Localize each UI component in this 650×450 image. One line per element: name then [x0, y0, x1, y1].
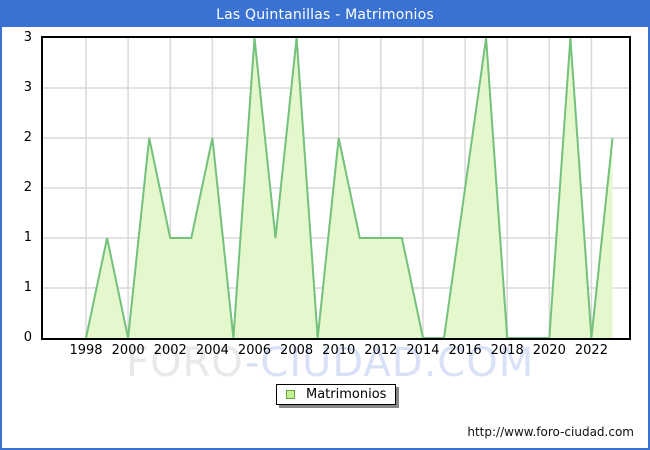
plot-border	[41, 36, 631, 340]
x-axis-tick-label: 2022	[574, 343, 608, 358]
y-axis-tick-label: 2	[23, 130, 32, 145]
x-axis-tick-label: 2016	[448, 343, 482, 358]
x-axis-tick-label: 2020	[532, 343, 566, 358]
x-axis-tick-label: 2008	[280, 343, 314, 358]
legend-label: Matrimonios	[306, 387, 387, 402]
y-axis-tick-label: 3	[23, 80, 32, 95]
y-axis-tick-label: 2	[23, 180, 32, 195]
legend: Matrimonios	[276, 384, 397, 405]
x-axis-tick-label: 2006	[237, 343, 272, 358]
x-axis-tick-label: 2002	[153, 343, 187, 358]
watermark-part2: -CIUDAD.COM	[244, 340, 535, 386]
x-axis-tick-label: 2004	[195, 343, 229, 358]
chart-title: Las Quintanillas - Matrimonios	[216, 6, 434, 23]
y-axis-tick-label: 3	[23, 30, 32, 45]
footer-url: http://www.foro-ciudad.com	[467, 425, 634, 439]
watermark: FORO-CIUDAD.COM	[126, 340, 534, 386]
x-axis-tick-label: 2014	[406, 343, 440, 358]
x-axis-tick-label: 2000	[111, 343, 145, 358]
legend-swatch	[286, 390, 295, 399]
y-axis-tick-label: 0	[23, 330, 32, 345]
x-axis-tick-label: 2018	[490, 343, 524, 358]
watermark-part1: FORO	[126, 340, 245, 386]
title-bar: Las Quintanillas - Matrimonios	[2, 2, 648, 27]
x-axis-tick-label: 2012	[364, 343, 398, 358]
y-axis-tick-label: 1	[23, 280, 32, 295]
x-axis-tick-label: 1998	[69, 343, 103, 358]
x-axis-tick-label: 2010	[322, 343, 356, 358]
y-axis-tick-label: 1	[23, 230, 32, 245]
